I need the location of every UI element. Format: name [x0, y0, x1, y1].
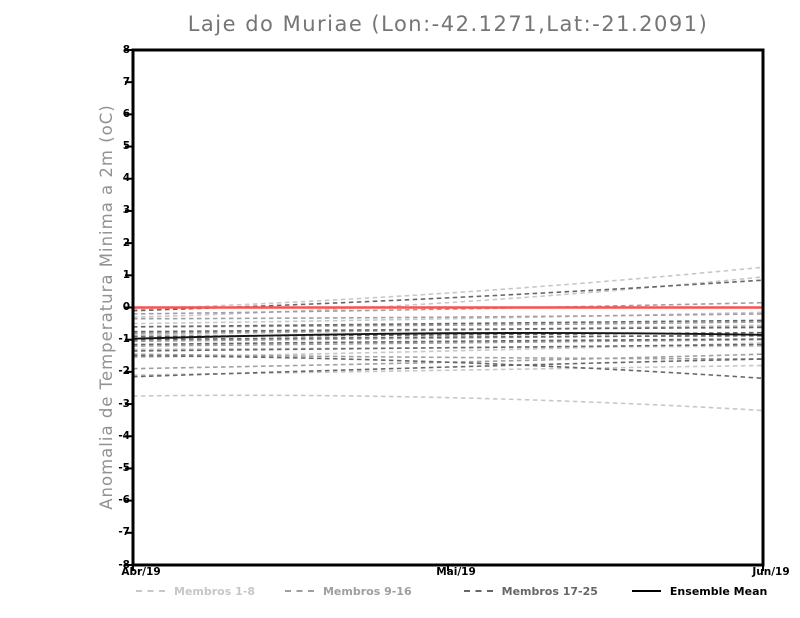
ensemble-member-line [132, 354, 764, 380]
legend-dashed-line-swatch [136, 590, 165, 592]
y-tick-label: -4 [118, 429, 130, 442]
ensemble-member-line [132, 301, 764, 315]
legend-item: Membros 9-16 [284, 584, 412, 598]
ensemble-member-line [132, 358, 764, 378]
y-tick-label: 1 [122, 268, 130, 281]
y-tick-label: -7 [118, 526, 130, 539]
y-tick-label: 2 [122, 236, 130, 249]
y-tick-label: -6 [118, 494, 130, 507]
ensemble-member-line [132, 319, 764, 328]
x-tick-label: Mai/19 [436, 566, 476, 578]
legend-label: Membros 9-16 [322, 584, 412, 598]
chart-title: Laje do Muriae (Lon:-42.1271,Lat:-21.209… [187, 12, 709, 36]
ensemble-member-line [132, 276, 764, 318]
ensemble-member-line [132, 338, 764, 346]
y-tick-label: -2 [118, 365, 130, 378]
ensemble-member-line [132, 338, 764, 347]
ensemble-member-line [132, 313, 764, 320]
y-tick-label: 7 [122, 75, 130, 88]
legend-item: Ensemble Mean [631, 584, 768, 598]
legend-item: Membros 1-8 [136, 585, 255, 598]
ensemble-member-line [132, 394, 764, 412]
ensemble-member-line [132, 321, 764, 328]
y-tick-label: -8 [118, 558, 130, 571]
y-tick-label: 6 [122, 107, 130, 120]
y-tick-label: 4 [122, 172, 130, 185]
y-tick-label: 8 [122, 43, 130, 56]
ensemble-member-line [132, 343, 764, 352]
legend-solid-line-swatch [631, 590, 661, 592]
ensemble-member-line [132, 266, 764, 310]
ensemble-member-line [132, 279, 764, 312]
legend-item: Membros 17-25 [463, 584, 598, 598]
ensemble-mean-line [132, 332, 764, 340]
legend-label: Ensemble Mean [669, 584, 768, 598]
legend-label: Membros 1-8 [174, 584, 255, 598]
x-tick-label: Jun/19 [752, 566, 790, 578]
y-tick-label: -5 [118, 461, 130, 474]
y-tick-label: -3 [118, 397, 130, 410]
ensemble-member-line [132, 342, 764, 359]
ensemble-member-line [132, 311, 764, 325]
ensemble-member-line [132, 353, 764, 360]
ensemble-member-line [132, 335, 764, 341]
ensemble-member-line [132, 326, 764, 333]
y-tick-label: 3 [122, 204, 130, 217]
legend-label: Membros 17-25 [501, 584, 598, 598]
y-tick-label: -1 [118, 333, 130, 346]
legend-dashed-line-swatch [284, 590, 314, 592]
y-tick-label: 0 [122, 301, 130, 313]
chart-legend: Membros 1-8 Membros 9-16 Membros 17-25 Ense… [136, 583, 767, 599]
y-tick-label: 5 [122, 140, 130, 153]
legend-dashed-line-swatch [463, 590, 493, 592]
x-tick-label: Abr/19 [121, 566, 161, 578]
ensemble-member-line [132, 334, 764, 343]
